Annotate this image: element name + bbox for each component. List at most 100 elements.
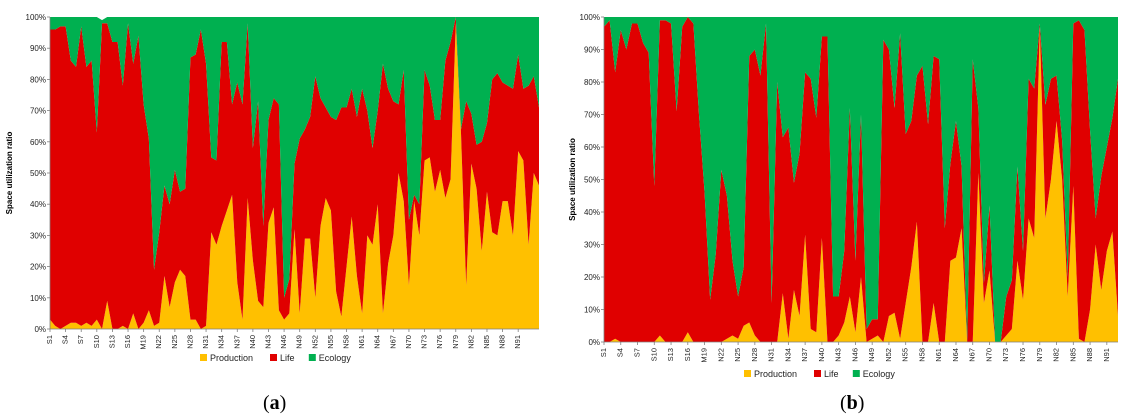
x-tick-label: N64: [951, 348, 960, 362]
panel-caption-a: (a): [263, 392, 287, 414]
x-tick-label: N85: [1068, 348, 1077, 362]
x-tick-label: N25: [170, 335, 179, 349]
x-tick-label: N34: [217, 335, 226, 349]
y-tick-label: 70%: [30, 107, 46, 116]
x-tick-label: M19: [700, 348, 709, 363]
x-tick-label: S4: [61, 335, 70, 344]
y-tick-label: 60%: [30, 138, 46, 147]
y-tick-label: 50%: [30, 169, 46, 178]
y-tick-label: 80%: [584, 78, 600, 87]
x-tick-label: N49: [295, 335, 304, 349]
x-tick-label: N40: [248, 335, 257, 349]
area-series-ecology: [604, 17, 1118, 342]
y-tick-label: 0%: [588, 338, 600, 347]
x-tick-label: N79: [451, 335, 460, 349]
x-tick-label: N37: [232, 335, 241, 349]
x-tick-label: N76: [1018, 348, 1027, 362]
panel-letter-b: b: [846, 392, 858, 414]
x-tick-label: N52: [310, 335, 319, 349]
x-tick-label: N91: [1102, 348, 1111, 362]
legend-label-life: Life: [280, 353, 295, 363]
x-tick-label: N70: [984, 348, 993, 362]
y-tick-label: 30%: [30, 231, 46, 240]
x-tick-label: N28: [750, 348, 759, 362]
y-tick-label: 100%: [580, 13, 600, 22]
legend-swatch-production: [200, 354, 207, 361]
x-tick-label: N58: [342, 335, 351, 349]
area-series-life: [50, 17, 539, 329]
x-tick-label: S10: [649, 348, 658, 361]
legend-label-ecology: Ecology: [863, 369, 896, 379]
x-tick-label: S16: [123, 335, 132, 348]
x-tick-label: N22: [716, 348, 725, 362]
legend-label-ecology: Ecology: [319, 353, 352, 363]
chart-panel-a: Space utilization ratio 0% 10% 20% 30% 40% 50%…: [5, 13, 539, 414]
legend-swatch-production: [744, 370, 751, 377]
x-tick-label: N25: [733, 348, 742, 362]
x-tick-label: N28: [185, 335, 194, 349]
x-tick-label: N52: [884, 348, 893, 362]
x-tick-label: S4: [616, 348, 625, 357]
x-tick-label: N73: [1001, 348, 1010, 362]
legend-swatch-life: [270, 354, 277, 361]
y-tick-label: 10%: [584, 306, 600, 315]
y-tick-label: 60%: [584, 143, 600, 152]
x-tick-label: N91: [513, 335, 522, 349]
x-tick-label: N88: [498, 335, 507, 349]
area-series-ecology: [50, 17, 539, 298]
x-tick-label: N82: [1052, 348, 1061, 362]
x-tick-label: N67: [388, 335, 397, 349]
x-tick-label: N55: [901, 348, 910, 362]
y-tick-label: 20%: [584, 273, 600, 282]
y-tick-label: 70%: [584, 111, 600, 120]
legend-label-production: Production: [754, 369, 797, 379]
x-tick-label: N85: [482, 335, 491, 349]
x-tick-label: N43: [834, 348, 843, 362]
x-tick-label: N79: [1035, 348, 1044, 362]
x-tick-label: N88: [1085, 348, 1094, 362]
x-tick-label: N34: [783, 348, 792, 362]
legend-swatch-ecology: [852, 370, 860, 377]
x-tick-label: S10: [92, 335, 101, 348]
x-tick-label: N40: [817, 348, 826, 362]
area-series-production: [604, 26, 1118, 342]
x-tick-label: N64: [373, 335, 382, 349]
x-tick-label: S13: [107, 335, 116, 348]
x-tick-label: N58: [917, 348, 926, 362]
y-tick-label: 50%: [584, 176, 600, 185]
y-tick-label: 80%: [30, 75, 46, 84]
x-tick-label: N61: [934, 348, 943, 362]
x-tick-label: S1: [45, 335, 54, 344]
legend-label-production: Production: [210, 353, 253, 363]
y-tick-label: 0%: [34, 325, 46, 334]
x-tick-label: N61: [357, 335, 366, 349]
y-tick-label: 30%: [584, 241, 600, 250]
x-tick-label: N37: [800, 348, 809, 362]
panel-caption-b: (b): [840, 392, 865, 414]
x-tick-label: S7: [633, 348, 642, 357]
legend-swatch-life: [814, 370, 821, 377]
x-tick-label: N49: [867, 348, 876, 362]
x-tick-label: S16: [683, 348, 692, 361]
x-tick-label: N22: [154, 335, 163, 349]
y-tick-label: 20%: [30, 263, 46, 272]
x-tick-label: N31: [767, 348, 776, 362]
x-tick-label: S1: [599, 348, 608, 357]
x-tick-label: N43: [263, 335, 272, 349]
y-axis-label: Space utilization ratio: [5, 132, 14, 215]
x-tick-label: N67: [968, 348, 977, 362]
y-tick-label: 40%: [584, 208, 600, 217]
stacked-area-chart-b: Space utilization ratio 0% 10% 20% 30% 40% 50%…: [568, 13, 1118, 379]
x-tick-label: N82: [466, 335, 475, 349]
x-tick-label: N46: [850, 348, 859, 362]
x-tick-label: N31: [201, 335, 210, 349]
y-tick-label: 40%: [30, 200, 46, 209]
y-tick-label: 100%: [26, 13, 46, 22]
panel-letter-a: a: [269, 392, 280, 414]
x-tick-label: N73: [420, 335, 429, 349]
x-tick-label: N46: [279, 335, 288, 349]
x-tick-label: S13: [666, 348, 675, 361]
y-axis-label: Space utilization ratio: [568, 138, 577, 221]
legend-label-life: Life: [824, 369, 839, 379]
x-tick-label: M19: [139, 335, 148, 350]
